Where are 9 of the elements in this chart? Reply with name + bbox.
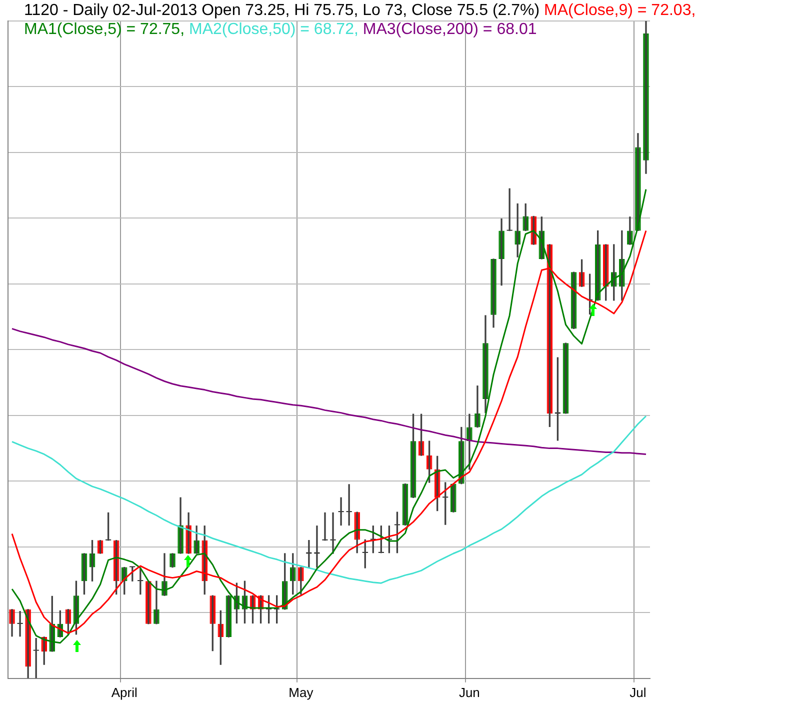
x-tick-label: Jun [458, 684, 480, 700]
x-tick-label: May [288, 684, 314, 700]
text: MA2(Close,50) = 68.72, [188, 21, 358, 38]
text: MA(Close,9) = 72.03, [544, 2, 696, 19]
text: MA3(Close,200) = 68.01 [362, 21, 537, 38]
x-tick-label: Jul [630, 684, 646, 700]
text: MA1(Close,5) = 72.75, [24, 21, 185, 38]
x-tick-label: April [111, 684, 138, 700]
chart-title: 1120 - Daily 02-Jul-2013 Open 73.25, Hi 75.75, Lo 73, Close 75.5 (2.7%) [24, 2, 540, 19]
